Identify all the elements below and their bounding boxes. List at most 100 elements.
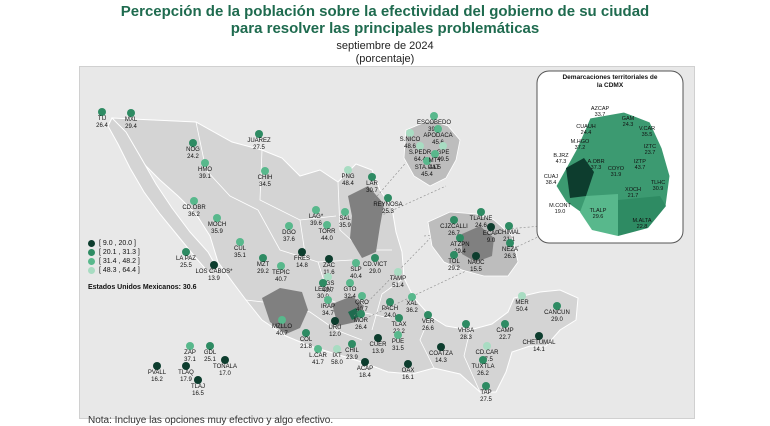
cdmx-district-name: COYO — [607, 166, 625, 172]
city-label: PACH 24.0 — [365, 306, 415, 320]
city-value: 29.2 — [448, 266, 460, 272]
city-name: MTY — [428, 158, 442, 164]
city-label: CHIL 23.9 — [327, 348, 377, 362]
city-label: FRES 14.8 — [277, 256, 327, 270]
city-value: 16.5 — [192, 391, 204, 397]
city-label: NOG 24.2 — [168, 147, 218, 161]
city-marker — [153, 362, 161, 370]
cuajimalpa-inset-area — [566, 158, 594, 198]
city-marker — [98, 108, 106, 116]
city-marker — [368, 173, 376, 181]
city-value: 35.1 — [234, 253, 246, 259]
city-value: 40.7 — [275, 277, 287, 283]
city-value: 30.7 — [366, 188, 378, 194]
city-value: 17.9 — [180, 377, 192, 383]
city-label: TOL 29.2 — [429, 259, 479, 273]
city-name: TORR — [318, 229, 336, 235]
city-label: URU 12.0 — [310, 325, 360, 339]
city-value: 16.1 — [402, 375, 414, 381]
city-name: L.CAR — [309, 353, 327, 359]
city-label: NAUC 15.5 — [451, 260, 501, 274]
city-label: CAMP 22.7 — [480, 328, 530, 342]
city-value: 39.6 — [310, 221, 322, 227]
city-name: CD.OBR — [182, 205, 206, 211]
city-name: GTO — [343, 287, 357, 293]
legend-swatch — [88, 249, 95, 256]
city-value: 24.0 — [384, 313, 396, 319]
cdmx-district-value: 29.6 — [592, 214, 604, 220]
city-value: 23.9 — [346, 355, 358, 361]
city-value: 21.8 — [300, 344, 312, 350]
cdmx-district-name: IZTP — [634, 159, 646, 165]
city-value: 34.7 — [322, 311, 334, 317]
city-marker — [437, 343, 445, 351]
cdmx-district-value: 33.7 — [594, 112, 606, 118]
city-label: APODACA 45.6 — [413, 133, 463, 147]
city-name: LOS CABOS* — [195, 269, 233, 275]
city-label: VHSA 28.3 — [441, 328, 491, 342]
city-name: MER — [515, 300, 529, 306]
cdmx-district-label: B.JRZ 47.3 — [543, 153, 579, 165]
city-marker — [361, 358, 369, 366]
city-value: 24.2 — [187, 154, 199, 160]
city-label: NEZA 26.3 — [485, 247, 535, 261]
city-value: 26.4 — [355, 325, 367, 331]
city-label: ZAP 37.1 — [165, 350, 215, 364]
city-name: ZAP — [184, 350, 196, 356]
city-label: IRAP 34.7 — [303, 304, 353, 318]
city-value: 34.5 — [259, 182, 271, 188]
city-marker — [182, 362, 190, 370]
city-name: TLALNE — [469, 216, 493, 222]
legend-label: [ 31.4 , 48.2 ] — [99, 258, 140, 265]
city-value: 58.0 — [331, 360, 343, 366]
legend-label: [ 20.1 , 31.3 ] — [99, 249, 140, 256]
cdmx-district-value: 30.9 — [652, 186, 664, 192]
cdmx-district-name: V.CAR — [638, 126, 656, 132]
city-label: COL 21.8 — [281, 337, 331, 351]
city-name: CD.VICT — [363, 262, 387, 268]
cdmx-district-name: CUAJ — [543, 174, 559, 180]
city-marker — [302, 329, 310, 337]
city-marker — [505, 222, 513, 230]
city-marker — [201, 159, 209, 167]
city-value: 45.6 — [432, 140, 444, 146]
city-marker — [190, 197, 198, 205]
city-value: 29.4 — [125, 124, 137, 130]
cdmx-district-value: 23.7 — [644, 150, 656, 156]
city-label: LAR 30.7 — [347, 181, 397, 195]
cdmx-district-value: 43.7 — [634, 165, 646, 171]
city-name: ATZPN — [450, 242, 470, 248]
city-label: CHETUMAL 14.1 — [514, 340, 564, 354]
cdmx-district-name: IZTC — [643, 144, 657, 150]
chart-title-line2: para resolver las principales problemáti… — [230, 20, 540, 37]
city-label: CD.VICT 29.0 — [350, 262, 400, 276]
city-value: 45.4 — [421, 172, 433, 178]
city-name: TLAJ — [190, 384, 205, 390]
city-label: ECAP 9.0 — [466, 231, 516, 245]
city-name: IXT — [332, 353, 342, 359]
city-marker — [501, 320, 509, 328]
cdmx-district-label: M.ALTA 22.8 — [624, 218, 660, 230]
city-marker — [182, 248, 190, 256]
city-value: 41.7 — [312, 360, 324, 366]
city-marker — [325, 255, 333, 263]
city-name: STA.CAT — [414, 165, 440, 171]
city-name: ZAC — [323, 263, 335, 269]
nuevo-leon-region — [348, 186, 384, 258]
city-value: 44.0 — [321, 236, 333, 242]
city-marker — [312, 206, 320, 214]
city-value: 48.6 — [404, 144, 416, 150]
city-name: CHIMAL — [497, 230, 521, 236]
jalisco-region — [262, 288, 308, 334]
cdmx-district-value: 35.5 — [641, 132, 653, 138]
city-name: JUAREZ — [247, 138, 271, 144]
city-marker — [324, 273, 332, 281]
cdmx-district-value: 22.8 — [636, 224, 648, 230]
city-name: CD.CAR — [475, 350, 499, 356]
city-value: 41.5 — [429, 165, 441, 171]
city-name: MZLLO — [271, 324, 292, 330]
city-label: S.NICO 48.6 — [385, 137, 435, 151]
city-name: XAL — [406, 301, 418, 307]
city-label: CUL 35.1 — [215, 246, 265, 260]
